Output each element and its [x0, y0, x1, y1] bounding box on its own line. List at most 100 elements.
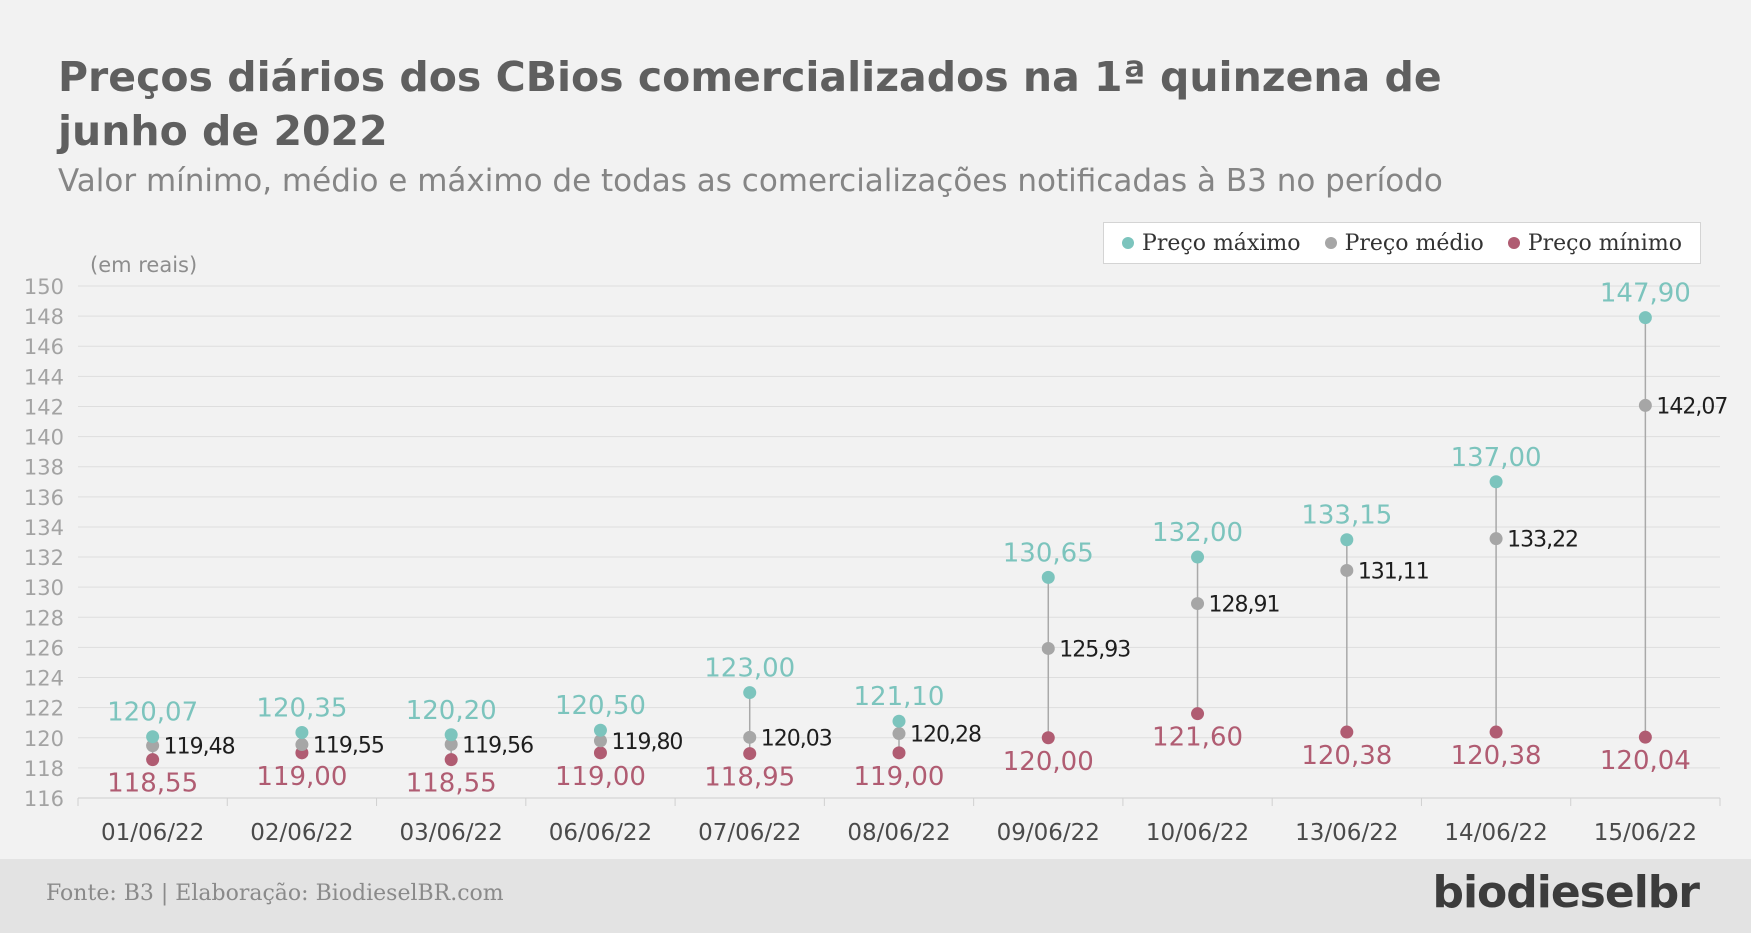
min-point [1638, 730, 1652, 744]
max-value-label: 123,00 [704, 654, 795, 684]
y-tick-label: 140 [24, 426, 64, 450]
max-value-label: 120,35 [256, 693, 347, 723]
mean-value-label: 131,11 [1358, 559, 1429, 584]
mean-point [295, 738, 309, 752]
y-tick-label: 120 [24, 727, 64, 751]
mean-point [1638, 398, 1652, 412]
mean-value-label: 119,48 [164, 735, 235, 760]
footer-bar: Fonte: B3 | Elaboração: BiodieselBR.com … [0, 859, 1751, 933]
source-credit: Fonte: B3 | Elaboração: BiodieselBR.com [46, 881, 504, 906]
x-tick-label: 08/06/22 [847, 820, 950, 846]
x-tick-label: 13/06/22 [1295, 820, 1398, 846]
min-value-label: 119,00 [555, 762, 646, 792]
mean-point [1191, 597, 1205, 611]
min-value-label: 119,00 [256, 762, 347, 792]
max-point [593, 723, 607, 737]
min-value-label: 120,38 [1451, 741, 1542, 771]
y-tick-label: 148 [24, 305, 64, 329]
mean-value-label: 119,80 [611, 730, 682, 755]
legend-item-max: Preço máximo [1122, 231, 1300, 256]
max-point [1489, 475, 1503, 489]
y-tick-label: 142 [24, 395, 64, 419]
y-tick-label: 126 [24, 636, 64, 660]
min-point [1191, 707, 1205, 721]
mean-value-label: 120,03 [761, 726, 832, 751]
mean-point [444, 737, 458, 751]
max-point [1041, 570, 1055, 584]
brand-logo: biodieselbr [1432, 867, 1700, 918]
x-tick-label: 01/06/22 [101, 820, 204, 846]
max-point [1340, 533, 1354, 547]
min-point [146, 753, 160, 767]
max-value-label: 121,10 [854, 682, 945, 712]
max-point [892, 714, 906, 728]
y-axis-unit-label: (em reais) [90, 253, 198, 277]
max-point [1191, 550, 1205, 564]
legend-label-max: Preço máximo [1142, 230, 1301, 256]
mean-value-label: 133,22 [1507, 528, 1578, 553]
y-tick-label: 134 [24, 516, 64, 540]
dot-range-chart: 116 118 120 122 124 126 128 130 132 134 136 138 140 1… [24, 275, 1728, 846]
legend-swatch-max [1122, 237, 1135, 249]
mean-point [1041, 641, 1055, 655]
chart-title: Preços diários dos CBios comercializados… [58, 53, 1442, 155]
x-tick-label: 02/06/22 [250, 820, 353, 846]
y-tick-label: 144 [24, 365, 64, 389]
mean-value-label: 125,93 [1059, 637, 1130, 662]
min-point [1489, 725, 1503, 739]
min-value-label: 118,55 [406, 769, 497, 799]
legend-label-mean: Preço médio [1344, 230, 1484, 256]
mean-value-label: 120,28 [910, 723, 981, 748]
x-tick-label: 14/06/22 [1444, 820, 1547, 846]
mean-point [1489, 532, 1503, 546]
x-tick-label: 07/06/22 [698, 820, 801, 846]
min-value-label: 120,00 [1003, 747, 1094, 777]
min-point [1041, 731, 1055, 745]
max-value-label: 137,00 [1451, 443, 1542, 473]
mean-point [146, 739, 160, 753]
max-point [295, 725, 309, 739]
max-value-label: 120,20 [406, 696, 497, 726]
min-value-label: 118,55 [107, 769, 198, 799]
max-value-label: 120,50 [555, 691, 646, 721]
max-point [444, 728, 458, 742]
max-value-label: 130,65 [1003, 538, 1094, 568]
max-value-label: 133,15 [1301, 501, 1392, 531]
y-tick-label: 130 [24, 576, 64, 600]
max-value-label: 120,07 [107, 698, 198, 728]
y-tick-label: 146 [24, 335, 64, 359]
max-point [146, 730, 160, 744]
min-point [1340, 725, 1354, 739]
x-tick-label: 06/06/22 [549, 820, 652, 846]
y-tick-label: 124 [24, 667, 64, 691]
min-value-label: 120,38 [1301, 741, 1392, 771]
y-tick-label: 138 [24, 456, 64, 480]
min-point [892, 746, 906, 760]
y-tick-label: 128 [24, 606, 64, 630]
mean-value-label: 119,55 [313, 734, 384, 759]
min-value-label: 119,00 [854, 762, 945, 792]
x-tick-label: 15/06/22 [1594, 820, 1697, 846]
min-value-label: 120,04 [1600, 746, 1691, 776]
mean-value-label: 119,56 [462, 733, 533, 758]
y-tick-label: 150 [24, 275, 64, 299]
y-tick-label: 118 [24, 757, 64, 781]
y-tick-label: 116 [24, 787, 64, 811]
mean-point [1340, 563, 1354, 577]
max-point [743, 686, 757, 700]
mean-point [892, 727, 906, 741]
mean-point [743, 730, 757, 744]
x-tick-label: 09/06/22 [997, 820, 1100, 846]
min-point [593, 746, 607, 760]
legend-swatch-mean [1324, 237, 1337, 249]
min-point [743, 747, 757, 761]
x-tick-label: 10/06/22 [1146, 820, 1249, 846]
chart-subtitle: Valor mínimo, médio e máximo de todas as… [58, 163, 1443, 199]
max-point [1638, 311, 1652, 325]
legend-item-min: Preço mínimo [1507, 231, 1682, 256]
min-point [444, 753, 458, 767]
legend-swatch-min [1507, 237, 1520, 249]
max-value-label: 132,00 [1152, 518, 1243, 548]
min-value-label: 118,95 [704, 763, 795, 793]
chart-legend: Preço máximo Preço médio Preço mínimo [1103, 222, 1701, 264]
